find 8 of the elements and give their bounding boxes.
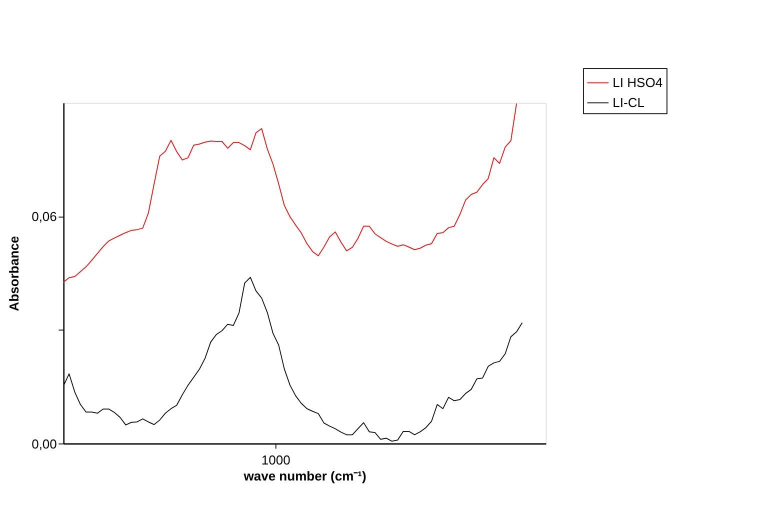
legend-label: LI HSO4: [612, 75, 663, 90]
line-series: [63, 103, 517, 283]
y-tick-label: 0,00: [32, 436, 57, 452]
y-axis-title: Absorbance: [6, 236, 22, 312]
y-tick-label: 0,06: [32, 209, 57, 224]
legend-label: LI-CL: [612, 95, 644, 110]
x-axis-title: wave number (cm⁻¹): [242, 468, 366, 484]
text: 1000: [261, 452, 290, 468]
